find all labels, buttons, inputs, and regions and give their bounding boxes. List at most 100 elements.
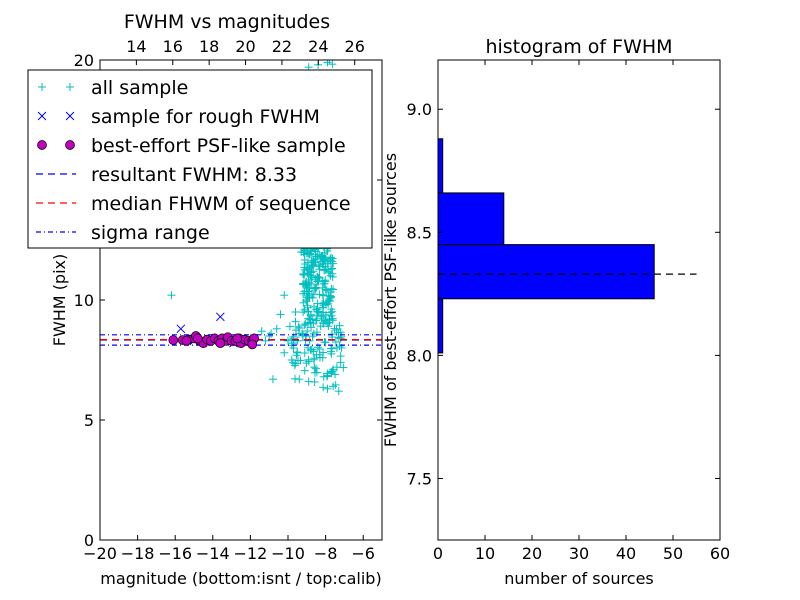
all-sample-point <box>321 338 330 347</box>
all-sample-point <box>316 322 325 331</box>
histogram-y-tick-label: 9.0 <box>407 100 432 119</box>
all-sample-point <box>319 259 328 268</box>
all-sample-point <box>326 265 335 274</box>
all-sample-point <box>309 302 318 311</box>
rough-sample-point-b <box>215 312 225 322</box>
all-sample-point <box>335 321 344 330</box>
histogram-ticks: 0 10 20 30 40 50 60 7.5 8.0 8.5 9.0 <box>407 60 730 563</box>
scatter-top-x-tick-label: 26 <box>345 37 365 56</box>
all-sample-point <box>334 328 343 337</box>
all-sample-point <box>304 307 313 316</box>
legend-label: median FHWM of sequence <box>91 193 351 215</box>
all-sample-point <box>300 305 309 314</box>
all-sample-point <box>313 343 322 352</box>
all-sample-point <box>310 377 319 386</box>
all-sample-point <box>302 332 311 341</box>
legend-label: sample for rough FWHM <box>91 106 320 128</box>
all-sample-point <box>280 348 289 357</box>
all-sample-point <box>318 290 327 299</box>
histogram-x-tick-label: 30 <box>569 544 589 563</box>
scatter-top-x-tick-label: 14 <box>126 37 146 56</box>
psf-sample-point <box>215 338 226 349</box>
scatter-top-x-tick-label: 20 <box>235 37 255 56</box>
histogram-bar <box>438 244 655 300</box>
scatter-x-axis-label: magnitude (bottom:isnt / top:calib) <box>100 569 381 588</box>
all-sample-point <box>296 356 305 365</box>
scatter-x-tick-label: −16 <box>158 544 192 563</box>
all-sample-point <box>299 269 308 278</box>
all-sample-point <box>306 346 315 355</box>
all-sample-point <box>319 311 328 320</box>
all-sample-point <box>300 349 309 358</box>
all-sample-point <box>328 257 337 266</box>
legend-entry: best-effort PSF-like sample <box>37 135 346 157</box>
all-sample-point <box>313 272 322 281</box>
all-sample-point <box>291 374 300 383</box>
scatter-legend: all sample sample for rough FWHM best-effo… <box>27 69 373 249</box>
all-sample-point <box>293 348 302 357</box>
legend-label: all sample <box>91 77 188 99</box>
all-sample-point <box>329 365 338 374</box>
all-sample-point <box>307 250 316 259</box>
all-sample-point <box>334 387 343 396</box>
all-sample-point <box>300 255 309 264</box>
histogram-bar <box>438 298 444 354</box>
scatter-panel: −18 −16 −14 −12 −10 −8 −6 −20 14 16 18 20 22 24 26 0 5 10… <box>27 11 383 588</box>
histogram-x-tick-label: 60 <box>710 544 730 563</box>
scatter-y-axis-label: FWHM (pix) <box>50 254 69 347</box>
legend-marker <box>37 140 47 150</box>
all-sample-point <box>320 266 329 275</box>
all-sample-point <box>319 298 328 307</box>
all-sample-point <box>314 307 323 316</box>
all-sample-point <box>326 297 335 306</box>
legend-marker <box>37 111 47 121</box>
all-sample-point <box>317 251 326 260</box>
legend-entry: resultant FWHM: 8.33 <box>36 164 297 186</box>
all-sample-point <box>257 327 266 336</box>
all-sample-point <box>328 367 337 376</box>
histogram-x-tick-label: 0 <box>433 544 443 563</box>
histogram-bar <box>438 192 505 246</box>
all-sample-point <box>299 279 308 288</box>
all-sample-point <box>310 363 319 372</box>
scatter-y-tick-label: 10 <box>74 291 94 310</box>
all-sample-point <box>309 329 318 338</box>
all-sample-point <box>330 324 339 333</box>
all-sample-point <box>302 359 311 368</box>
all-sample-point <box>311 283 320 292</box>
all-sample-point <box>302 289 311 298</box>
scatter-y-tick-label: 5 <box>84 411 94 430</box>
all-sample-point <box>285 322 294 331</box>
scatter-x-tick-label: −8 <box>314 544 338 563</box>
all-sample-point <box>261 336 270 345</box>
all-sample-point <box>323 384 332 393</box>
legend-frame <box>27 69 373 249</box>
all-sample-point <box>322 286 331 295</box>
histogram-x-tick-label: 10 <box>475 544 495 563</box>
scatter-top-x-tick-label: 22 <box>272 37 292 56</box>
all-sample-point <box>321 253 330 262</box>
all-sample-point <box>326 347 335 356</box>
histogram-y-tick-label: 8.5 <box>407 223 432 242</box>
all-sample-point <box>329 285 338 294</box>
legend-marker <box>65 140 75 150</box>
all-sample-point <box>326 308 335 317</box>
histogram-y-axis-label: FWHM of best-effort PSF-like sources <box>381 153 400 447</box>
all-sample-point <box>323 60 332 67</box>
all-sample-point <box>290 361 299 370</box>
histogram-panel: 0 10 20 30 40 50 60 7.5 8.0 8.5 9.0 histogram of F… <box>381 36 730 588</box>
all-sample-point <box>299 298 308 307</box>
all-sample-point <box>294 322 303 331</box>
histogram-data-area <box>438 138 697 354</box>
all-sample-point <box>291 317 300 326</box>
all-sample-point <box>336 352 345 361</box>
legend-entry: all sample <box>38 77 188 99</box>
legend-marker <box>66 83 74 91</box>
legend-entry: sigma range <box>36 222 210 244</box>
all-sample-point <box>276 310 285 319</box>
legend-marker-b <box>65 111 75 121</box>
all-sample-point <box>307 289 316 298</box>
all-sample-point <box>314 274 323 283</box>
all-sample-point <box>300 321 309 330</box>
histogram-y-tick-label: 7.5 <box>407 469 432 488</box>
